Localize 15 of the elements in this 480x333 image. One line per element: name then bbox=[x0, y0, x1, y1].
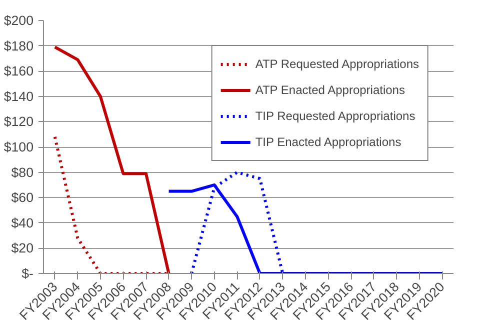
y-tick-label: $40 bbox=[11, 215, 34, 230]
y-tick-label: $20 bbox=[11, 240, 34, 256]
legend-label: TIP Requested Appropriations bbox=[255, 109, 416, 123]
legend-label: TIP Enacted Appropriations bbox=[255, 135, 402, 149]
y-tick-label: $- bbox=[22, 266, 34, 281]
y-tick-label: $60 bbox=[11, 190, 34, 206]
y-tick-label: $100 bbox=[4, 140, 34, 154]
y-tick-label: $140 bbox=[4, 88, 34, 104]
y-tick-label: $180 bbox=[4, 38, 34, 54]
legend-label: ATP Requested Appropriations bbox=[255, 57, 419, 71]
y-tick-label: $80 bbox=[11, 164, 34, 180]
legend-label: ATP Enacted Appropriations bbox=[255, 83, 405, 97]
y-tick-label: $200 bbox=[4, 13, 34, 28]
y-tick-label: $160 bbox=[4, 64, 34, 79]
y-tick-label: $120 bbox=[4, 114, 34, 130]
